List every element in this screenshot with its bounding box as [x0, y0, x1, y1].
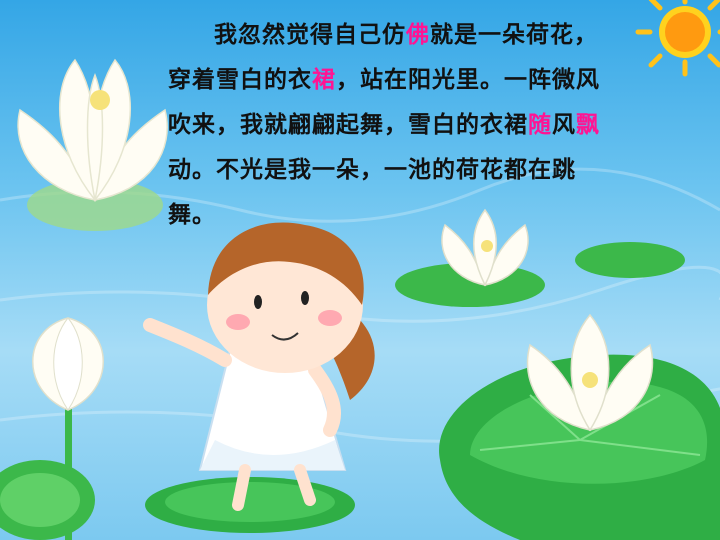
highlighted-character: 裙: [312, 66, 336, 93]
text-segment: 吹来，我就翩翩起舞，雪白的衣裙: [168, 111, 528, 138]
text-segment: 就是一朵荷花，: [430, 21, 598, 48]
text-segment: ，站在阳光里。一阵微风: [336, 66, 600, 93]
lotus-flower-icon: [441, 208, 529, 287]
girl-illustration: [143, 222, 375, 511]
text-segment: 穿着雪白的衣: [168, 66, 312, 93]
passage-line: 我忽然觉得自己仿佛就是一朵荷花，: [168, 12, 688, 57]
passage-text: 我忽然觉得自己仿佛就是一朵荷花， 穿着雪白的衣裙，站在阳光里。一阵微风 吹来，我…: [168, 12, 688, 237]
text-segment: 我忽然觉得自己仿: [214, 21, 406, 48]
highlighted-character: 佛: [406, 21, 430, 48]
highlighted-character: 飘: [576, 111, 600, 138]
passage-line: 穿着雪白的衣裙，站在阳光里。一阵微风: [168, 57, 688, 102]
passage-line: 舞。: [168, 201, 216, 228]
highlighted-character: 随: [528, 111, 552, 138]
lotus-flower-icon: [526, 313, 654, 432]
text-segment: 风: [552, 111, 576, 138]
passage-line: 吹来，我就翩翩起舞，雪白的衣裙随风飘: [168, 102, 688, 147]
lotus-leaf-icon: [0, 460, 95, 540]
passage-line: 动。不光是我一朵，一池的荷花都在跳: [168, 156, 576, 183]
lotus-flower-icon: [17, 58, 168, 231]
lotus-leaf-icon: [395, 242, 685, 307]
lotus-leaf-icon: [439, 354, 720, 540]
sun-icon: [635, 0, 720, 77]
lotus-leaf-icon: [145, 477, 355, 533]
